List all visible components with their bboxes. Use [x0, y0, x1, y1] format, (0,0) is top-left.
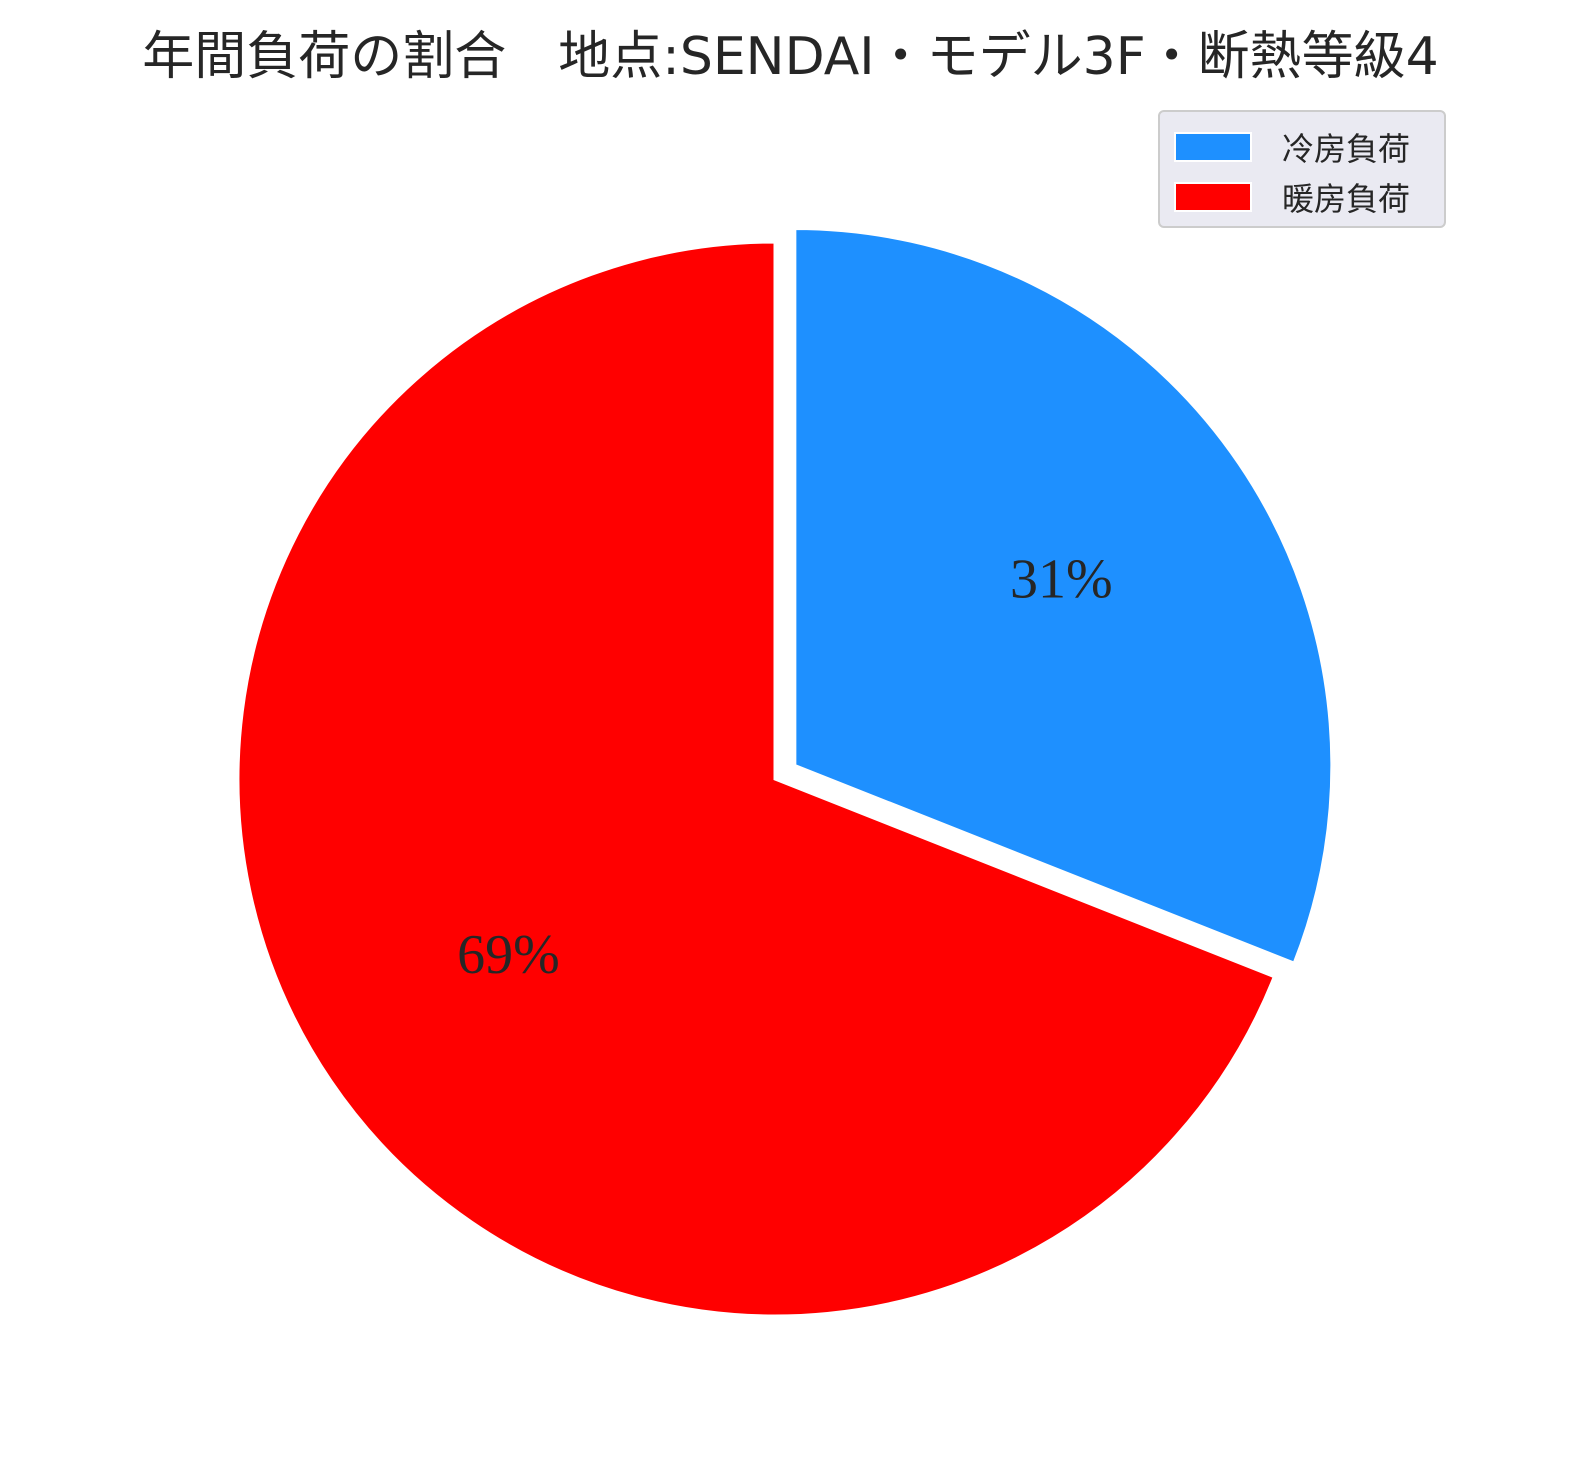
- pie-slice-cooling: [793, 227, 1334, 966]
- legend-swatch-cooling: [1174, 132, 1252, 162]
- legend-entry-heating: 暖房負荷: [1160, 172, 1444, 222]
- legend-swatch-heating: [1174, 182, 1252, 212]
- pie-label-cooling: 31%: [1010, 548, 1113, 610]
- legend: 冷房負荷 暖房負荷: [1158, 110, 1446, 228]
- pie-label-heating: 69%: [457, 924, 560, 986]
- legend-entry-cooling: 冷房負荷: [1160, 122, 1444, 172]
- chart-title: 年間負荷の割合 地点:SENDAI・モデル3F・断熱等級4: [142, 27, 1439, 87]
- legend-label-heating: 暖房負荷: [1282, 180, 1411, 218]
- pie-slice-heating: [236, 240, 1277, 1318]
- legend-label-cooling: 冷房負荷: [1282, 130, 1411, 168]
